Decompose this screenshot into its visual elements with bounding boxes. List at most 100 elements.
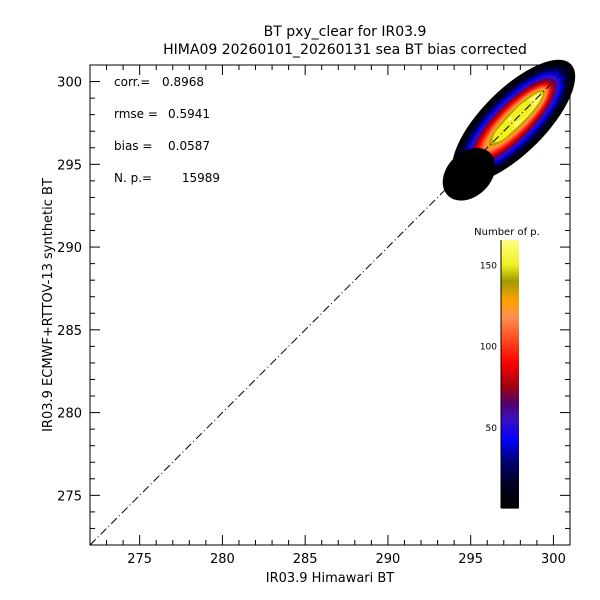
- colorbar-segment: [501, 364, 519, 368]
- chart-subtitle: HIMA09 20260101_20260131 sea BT bias cor…: [163, 42, 527, 58]
- colorbar-tick-label: 100: [480, 343, 497, 353]
- colorbar-segment: [501, 339, 519, 343]
- colorbar-segment: [501, 469, 519, 473]
- colorbar-segment: [501, 391, 519, 395]
- colorbar-segment: [501, 449, 519, 453]
- colorbar-segment: [501, 347, 519, 351]
- colorbar-segment: [501, 276, 519, 280]
- colorbar-segment: [501, 388, 519, 392]
- colorbar-segment: [501, 281, 519, 285]
- stat-label: rmse =: [114, 107, 158, 121]
- colorbar-segment: [501, 300, 519, 304]
- colorbar-segment: [501, 291, 519, 295]
- colorbar-segment: [501, 417, 519, 421]
- colorbar-segment: [501, 464, 519, 468]
- colorbar-segment: [501, 503, 519, 507]
- x-tick-label: 295: [458, 552, 483, 567]
- colorbar-segment: [501, 442, 519, 446]
- colorbar-segment: [501, 456, 519, 460]
- y-tick-labels: 275 280 285 290 295 300: [57, 76, 82, 505]
- colorbar-segment: [501, 459, 519, 463]
- colorbar-segment: [501, 461, 519, 465]
- colorbar-segment: [501, 473, 519, 477]
- colorbar-segment: [501, 486, 519, 490]
- colorbar-segment: [501, 444, 519, 448]
- colorbar-title: Number of p.: [474, 227, 540, 238]
- colorbar-segment: [501, 283, 519, 287]
- colorbar-segment: [501, 427, 519, 431]
- plot-frame: [89, 64, 571, 546]
- colorbar-segment: [501, 476, 519, 480]
- stat-value: 0.0587: [168, 139, 210, 153]
- colorbar-segment: [501, 303, 519, 307]
- colorbar-segment: [501, 498, 519, 502]
- colorbar-segment: [501, 451, 519, 455]
- colorbar-segment: [501, 266, 519, 270]
- colorbar-segment: [501, 425, 519, 429]
- y-tick-label: 280: [57, 407, 82, 422]
- colorbar-segment: [501, 383, 519, 387]
- y-tick-label: 285: [57, 324, 82, 339]
- colorbar-segment: [501, 410, 519, 414]
- colorbar-segment: [501, 398, 519, 402]
- x-axis-label: IR03.9 Himawari BT: [266, 571, 395, 586]
- colorbar-segment: [501, 322, 519, 326]
- colorbar-segment: [501, 393, 519, 397]
- colorbar-segment: [501, 305, 519, 309]
- colorbar-segment: [501, 242, 519, 246]
- colorbar-segment: [501, 422, 519, 426]
- colorbar-tick-label: 150: [480, 261, 497, 271]
- colorbar-segment: [501, 490, 519, 494]
- colorbar-segment: [501, 325, 519, 329]
- colorbar-segment: [501, 493, 519, 497]
- stat-label: bias =: [114, 139, 152, 153]
- colorbar-segment: [501, 274, 519, 278]
- colorbar-segment: [501, 335, 519, 339]
- x-tick-label: 275: [127, 552, 152, 567]
- y-tick-label: 275: [57, 489, 82, 504]
- colorbar-segment: [501, 454, 519, 458]
- colorbar-segment: [501, 315, 519, 319]
- stat-label: corr.=: [114, 75, 150, 89]
- colorbar-segment: [501, 354, 519, 358]
- colorbar-segment: [501, 403, 519, 407]
- colorbar-segment: [501, 478, 519, 482]
- colorbar-segment: [501, 261, 519, 265]
- colorbar-segment: [501, 240, 519, 244]
- colorbar-segment: [501, 488, 519, 492]
- x-tick-label: 290: [376, 552, 401, 567]
- colorbar-segment: [501, 247, 519, 251]
- colorbar-segment: [501, 376, 519, 380]
- x-tick-labels: 275 280 285 290 295 300: [127, 552, 566, 567]
- chart-title: BT pxy_clear for IR03.9: [264, 24, 427, 40]
- colorbar-segment: [501, 400, 519, 404]
- stat-value: 0.8968: [162, 75, 204, 89]
- colorbar-segment: [501, 293, 519, 297]
- colorbar-segment: [501, 317, 519, 321]
- colorbar-segment: [501, 342, 519, 346]
- colorbar-segment: [501, 466, 519, 470]
- colorbar-segment: [501, 278, 519, 283]
- colorbar-segment: [501, 447, 519, 451]
- stats-block: corr.= 0.8968 rmse = 0.5941 bias = 0.0587 N. p…: [114, 75, 220, 185]
- reference-line: [89, 64, 571, 546]
- colorbar-segment: [501, 366, 519, 370]
- colorbar-segment: [501, 505, 519, 509]
- colorbar-segment: [501, 381, 519, 385]
- colorbar-segment: [501, 371, 519, 375]
- colorbar-segment: [501, 308, 519, 312]
- colorbar-segment: [501, 327, 519, 331]
- colorbar-segment: [501, 344, 519, 348]
- y-tick-label: 290: [57, 241, 82, 256]
- axis-ticks: [89, 64, 571, 546]
- density-cloud: [442, 59, 576, 201]
- density-peak: [511, 100, 533, 123]
- colorbar-segment: [501, 269, 519, 273]
- colorbar-segment: [501, 374, 519, 378]
- colorbar-tick-label: 50: [486, 424, 498, 434]
- colorbar-segment: [501, 369, 519, 373]
- colorbar-segment: [501, 286, 519, 290]
- y-tick-label: 300: [57, 76, 82, 91]
- colorbar-segment: [501, 254, 519, 258]
